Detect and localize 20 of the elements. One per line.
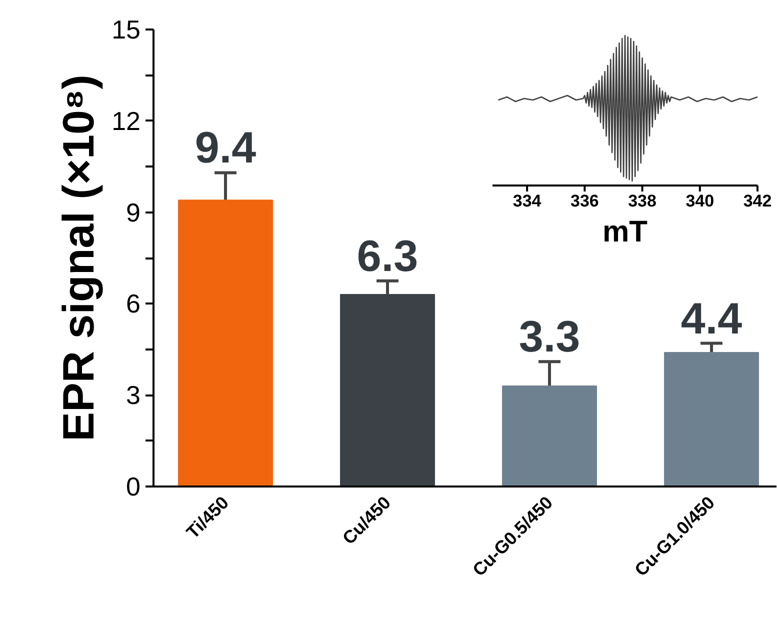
x-tick-label: 342 [743, 192, 772, 210]
bar [502, 385, 597, 486]
x-tick-label: 336 [570, 192, 599, 210]
data-label: 4.4 [680, 294, 743, 344]
y-tick-label: 0 [126, 472, 141, 502]
y-tick-label: 6 [126, 288, 141, 319]
y-tick-label: 9 [126, 197, 141, 228]
bar [664, 352, 759, 486]
y-tick-label: 15 [112, 14, 140, 44]
x-tick-label: 338 [628, 192, 656, 210]
x-tick-label: 334 [512, 192, 542, 210]
x-tick-label: 340 [686, 192, 714, 210]
y-axis-title: EPR signal (×10⁸) [54, 74, 104, 442]
bar [178, 200, 273, 486]
x-axis-title: mT [602, 216, 648, 248]
data-label: 3.3 [518, 312, 580, 362]
y-tick-label: 12 [112, 106, 140, 136]
y-tick-label: 3 [126, 380, 141, 410]
data-label: 9.4 [194, 124, 257, 173]
data-label: 6.3 [356, 232, 418, 281]
